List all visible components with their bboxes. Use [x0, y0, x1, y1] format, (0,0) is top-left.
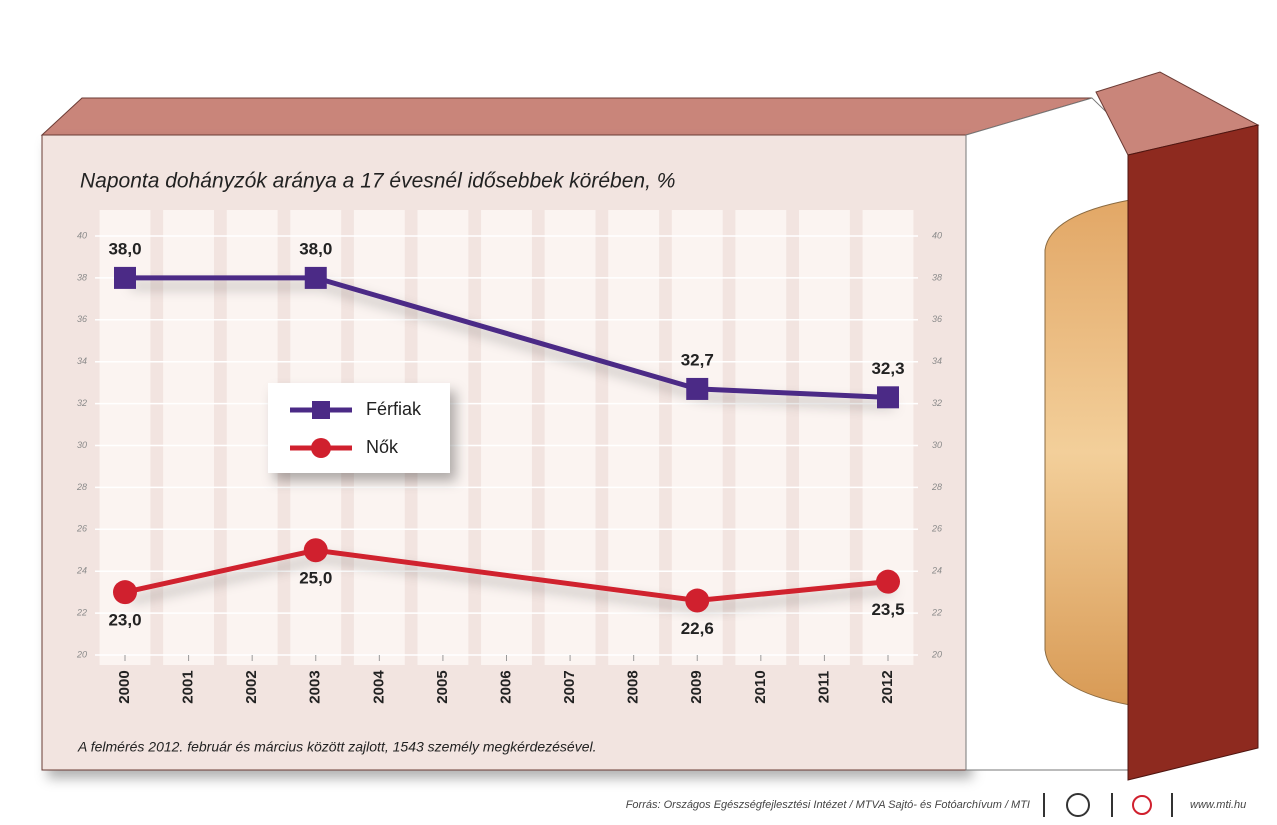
point [305, 267, 327, 289]
note: A felmérés 2012. február és március közö… [77, 739, 597, 755]
point [877, 386, 899, 408]
logo [1067, 794, 1089, 816]
x-tick-label: 2001 [180, 670, 197, 703]
chart-title: Naponta dohányzók aránya a 17 évesnél id… [80, 170, 675, 193]
y-tick-label: 36 [77, 314, 87, 324]
x-tick-label: 2009 [688, 670, 705, 703]
value-label: 38,0 [108, 239, 141, 258]
y-tick-label: 24 [76, 566, 87, 576]
y-tick-label: 20 [76, 649, 87, 659]
point [876, 570, 900, 594]
legend-box [268, 383, 450, 473]
value-label: 22,6 [681, 619, 714, 638]
x-tick-label: 2007 [561, 670, 578, 703]
x-tick-label: 2003 [307, 670, 324, 703]
y-tick-label: 26 [76, 524, 87, 534]
y2-tick-label: 26 [931, 524, 942, 534]
plot: 20 22 24 26 28 30 32 34 36 38 40 20 22 24 26 28 30 32 34 36… [76, 210, 942, 704]
y2-tick-label: 20 [931, 649, 942, 659]
y2-tick-label: 32 [932, 398, 942, 408]
x-tick-label: 2006 [497, 670, 514, 703]
y-tick-label: 34 [77, 356, 87, 366]
value-label: 38,0 [299, 239, 332, 258]
infographic: 20 22 24 26 28 30 32 34 36 38 40 20 22 24 26 28 30 32 34 36… [0, 0, 1277, 825]
source: Forrás: Országos Egészségfejlesztési Int… [626, 799, 1030, 811]
y-tick-label: 22 [76, 607, 87, 617]
x-tick-label: 2004 [370, 670, 387, 704]
y-tick-label: 28 [76, 482, 87, 492]
legend: Férfiak Nők [268, 383, 450, 473]
cigarettes [1045, 200, 1130, 705]
y-tick-label: 30 [77, 440, 87, 450]
value-label: 32,3 [871, 359, 904, 378]
x-tick-label: 2012 [879, 670, 896, 703]
x-tick-label: 2005 [434, 670, 451, 703]
point [685, 589, 709, 613]
x-tick-label: 2000 [116, 670, 133, 703]
x-tick-label: 2008 [625, 670, 642, 703]
legend-label: Nők [366, 437, 399, 457]
value-label: 23,0 [108, 611, 141, 630]
value-label: 32,7 [681, 350, 714, 369]
y-tick-label: 40 [77, 230, 87, 240]
point [686, 378, 708, 400]
value-label: 23,5 [871, 600, 904, 619]
box-flap [1128, 125, 1258, 780]
y2-tick-label: 24 [931, 566, 942, 576]
x-tick-label: 2011 [815, 671, 832, 704]
y-tick-label: 32 [77, 398, 87, 408]
y2-tick-label: 34 [932, 356, 942, 366]
value-label: 25,0 [299, 569, 332, 588]
legend-label: Férfiak [366, 399, 422, 419]
legend-marker [312, 401, 330, 419]
legend-marker [311, 438, 331, 458]
y2-tick-label: 38 [932, 272, 942, 282]
y2-tick-label: 22 [931, 607, 942, 617]
y2-tick-label: 40 [932, 230, 942, 240]
x-tick-label: 2002 [243, 670, 260, 703]
x-tick-label: 2010 [752, 670, 769, 703]
y-tick-label: 38 [77, 272, 87, 282]
point [114, 267, 136, 289]
y2-tick-label: 28 [931, 482, 942, 492]
point [304, 538, 328, 562]
point [113, 580, 137, 604]
box-top [42, 98, 1092, 135]
y2-tick-label: 36 [932, 314, 942, 324]
y2-tick-label: 30 [932, 440, 942, 450]
website: www.mti.hu [1190, 799, 1246, 811]
